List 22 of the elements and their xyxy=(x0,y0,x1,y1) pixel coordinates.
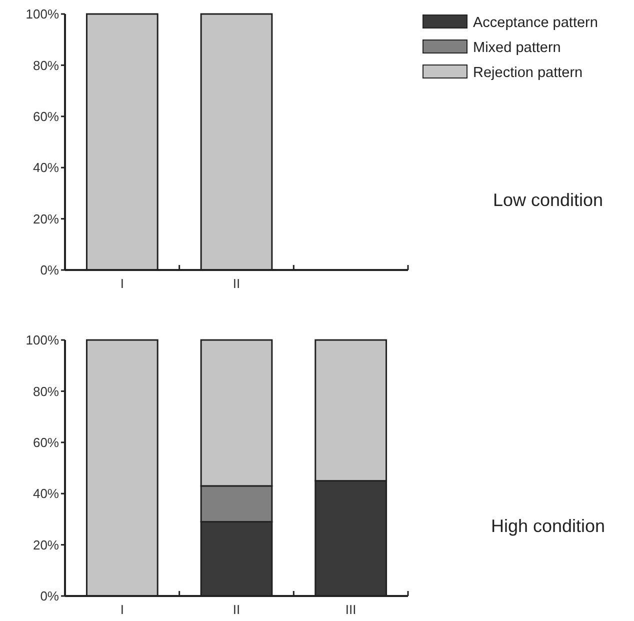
y-tick-label: 100% xyxy=(26,6,60,22)
y-tick-label: 20% xyxy=(32,537,60,552)
y-tick-label: 80% xyxy=(32,58,60,73)
legend-label: Rejection pattern xyxy=(473,65,583,82)
y-tick-label: 40% xyxy=(32,160,60,176)
x-tick-label: II xyxy=(232,276,240,291)
text: Low condition xyxy=(492,190,604,210)
x-tick-label: II xyxy=(232,602,240,617)
y-tick-label: 40% xyxy=(32,486,60,502)
legend-label: Mixed pattern xyxy=(473,40,561,56)
y-tick-label: 20% xyxy=(32,211,60,226)
text: High condition xyxy=(490,516,606,536)
y-tick-label: 60% xyxy=(32,434,60,450)
y-tick-label: 80% xyxy=(32,384,60,399)
y-tick-label: 100% xyxy=(26,332,60,348)
x-tick-label: III xyxy=(345,602,356,617)
y-tick-label: 0% xyxy=(40,262,60,278)
x-tick-label: I xyxy=(120,602,124,617)
legend-label: Acceptance pattern xyxy=(473,15,598,32)
x-tick-label: I xyxy=(120,276,124,291)
y-tick-label: 0% xyxy=(40,588,60,604)
y-tick-label: 60% xyxy=(32,108,60,124)
